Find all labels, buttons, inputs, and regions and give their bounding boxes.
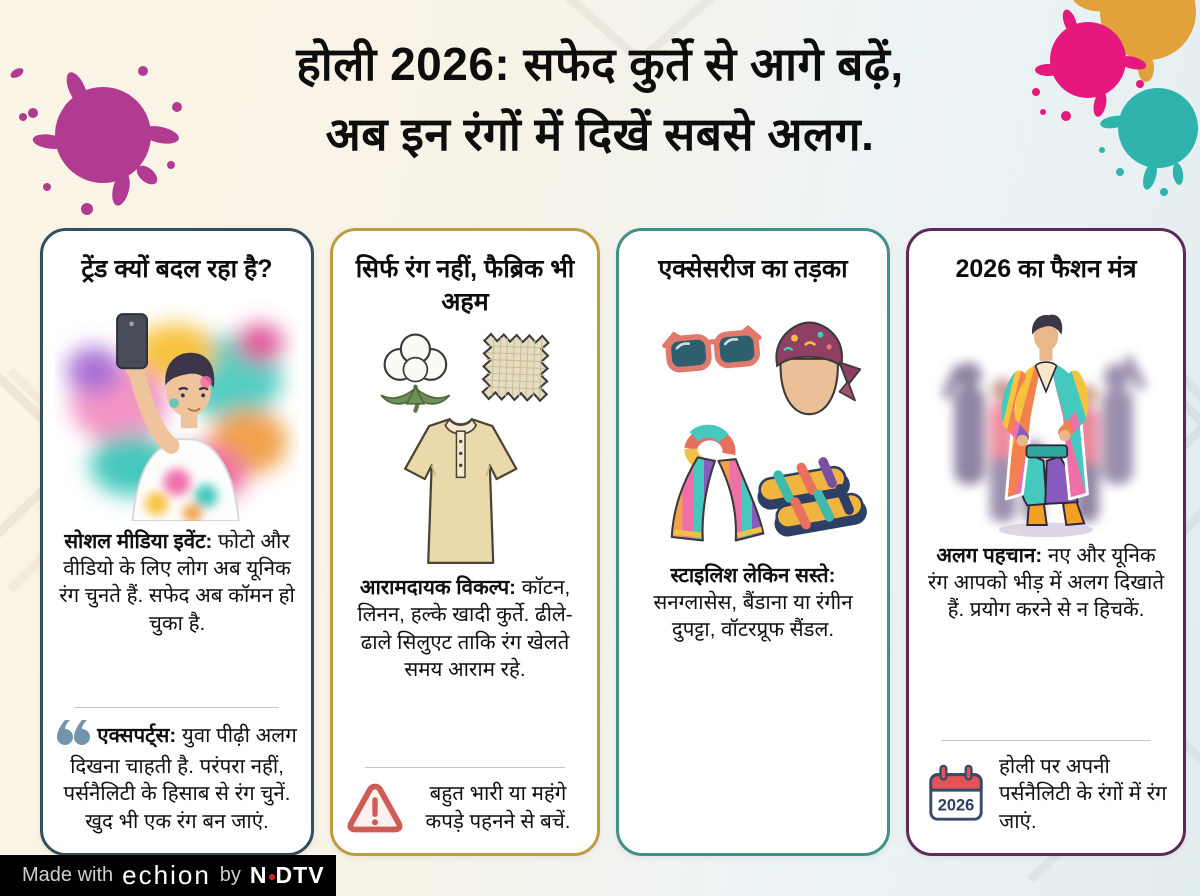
ndtv-logo: N DTV	[250, 862, 325, 889]
card-body: सोशल मीडिया इवेंट: फोटो और वीडियो के लिए…	[59, 528, 295, 638]
quote-rest: युवा पीढ़ी अलग दिखना चाहती है. परंपरा नह…	[63, 724, 297, 833]
selfie-illustration-svg	[66, 312, 288, 521]
kurta	[404, 417, 518, 564]
card-fashion-mantra: 2026 का फैशन मंत्र	[906, 228, 1186, 856]
body-lead: आरामदायक विकल्प:	[359, 576, 516, 599]
card-title: सिर्फ रंग नहीं, फैब्रिक भी अहम	[355, 255, 575, 316]
card-title: 2026 का फैशन मंत्र	[955, 255, 1137, 283]
body-rest: फोटो और वीडियो के लिए लोग अब यूनिक रंग च…	[59, 529, 295, 635]
body-lead: सोशल मीडिया इवेंट:	[64, 529, 213, 553]
ndtv-n: N	[249, 862, 268, 888]
fashion-illustration-svg	[942, 314, 1146, 537]
quote-icon	[57, 720, 91, 752]
accessories-illustration-svg	[662, 321, 867, 541]
card-bottom-section: एक्सपर्ट्स: युवा पीढ़ी अलग दिखना चाहती ह…	[55, 693, 299, 835]
selfie-color-burst-illustration	[55, 286, 299, 524]
page-title-line1: होली 2026: सफेद कुर्ते से आगे बढ़ें,	[296, 38, 904, 90]
warning-note: बहुत भारी या महंगे कपड़े पहनने से बचें.	[347, 780, 583, 835]
selfie-person	[116, 312, 240, 521]
body-lead: स्टाइलिश लेकिन सस्ते:	[670, 563, 836, 587]
card-row: ट्रेंड क्यों बदल रहा है?	[40, 228, 1186, 856]
card-body: स्टाइलिश लेकिन सस्ते: सनग्लासेस, बैंडाना…	[635, 562, 871, 644]
card-body: अलग पहचान: नए और यूनिक रंग आपको भीड़ में…	[925, 542, 1167, 624]
fabric-swatch	[481, 332, 550, 403]
page-title-line2: अब इन रंगों में दिखें सबसे अलग.	[325, 107, 875, 160]
divider	[941, 739, 1151, 741]
ndtv-dtv: DTV	[275, 862, 325, 888]
fashion-figure-illustration	[921, 286, 1171, 538]
calendar-year-label: 2026	[938, 796, 975, 814]
bandana-head	[775, 321, 862, 415]
calendar-note: 2026 होली पर अपनी पर्सनैलिटी के रंगों मे…	[925, 753, 1171, 835]
card-bottom-section: बहुत भारी या महंगे कपड़े पहनने से बचें.	[345, 753, 585, 835]
divider	[75, 707, 279, 709]
divider	[365, 767, 565, 769]
scarf	[670, 424, 765, 541]
card-title: एक्सेसरीज का तड़का	[658, 255, 848, 283]
warning-text: बहुत भारी या महंगे कपड़े पहनने से बचें.	[425, 782, 571, 833]
expert-quote: एक्सपर्ट्स: युवा पीढ़ी अलग दिखना चाहती ह…	[57, 720, 297, 835]
echion-logo: echion	[122, 860, 211, 890]
cotton-flower	[380, 333, 451, 413]
body-rest: कॉटन, लिनन, हल्के खादी कुर्ते. ढीले-ढाले…	[357, 576, 573, 682]
warning-triangle-icon	[347, 783, 403, 832]
sandals	[757, 456, 867, 537]
ndtv-red-dot-icon	[268, 873, 275, 880]
attribution-bar: Made with echion by N DTV	[0, 855, 336, 896]
quote-lead: एक्सपर्ट्स:	[97, 724, 177, 748]
by-label: by	[219, 864, 241, 886]
sunglasses	[662, 324, 762, 372]
calendar-note-text: होली पर अपनी पर्सनैलिटी के रंगों में रंग…	[999, 754, 1167, 833]
page-title: होली 2026: सफेद कुर्ते से आगे बढ़ें, अब …	[0, 30, 1200, 170]
body-rest: नए और यूनिक रंग आपको भीड़ में अलग दिखाते…	[927, 543, 1165, 622]
body-rest: सनग्लासेस, बैंडाना या रंगीन दुपट्टा, वॉट…	[653, 590, 853, 642]
card-trend-reason: ट्रेंड क्यों बदल रहा है?	[40, 228, 314, 856]
card-fabric: सिर्फ रंग नहीं, फैब्रिक भी अहम	[330, 228, 600, 856]
fabric-illustration-svg	[380, 332, 550, 564]
card-title: ट्रेंड क्यों बदल रहा है?	[81, 255, 273, 283]
made-with-label: Made with	[22, 864, 114, 886]
fashion-figure	[998, 314, 1094, 537]
card-bottom-section: 2026 होली पर अपनी पर्सनैलिटी के रंगों मे…	[921, 726, 1171, 835]
accessories-illustration	[631, 286, 875, 558]
cotton-fabric-kurta-illustration	[345, 318, 585, 570]
calendar-2026-icon: 2026	[929, 764, 983, 821]
card-accessories: एक्सेसरीज का तड़का	[616, 228, 890, 856]
card-body: आरामदायक विकल्प: कॉटन, लिनन, हल्के खादी …	[349, 574, 581, 684]
body-lead: अलग पहचान:	[936, 543, 1043, 567]
